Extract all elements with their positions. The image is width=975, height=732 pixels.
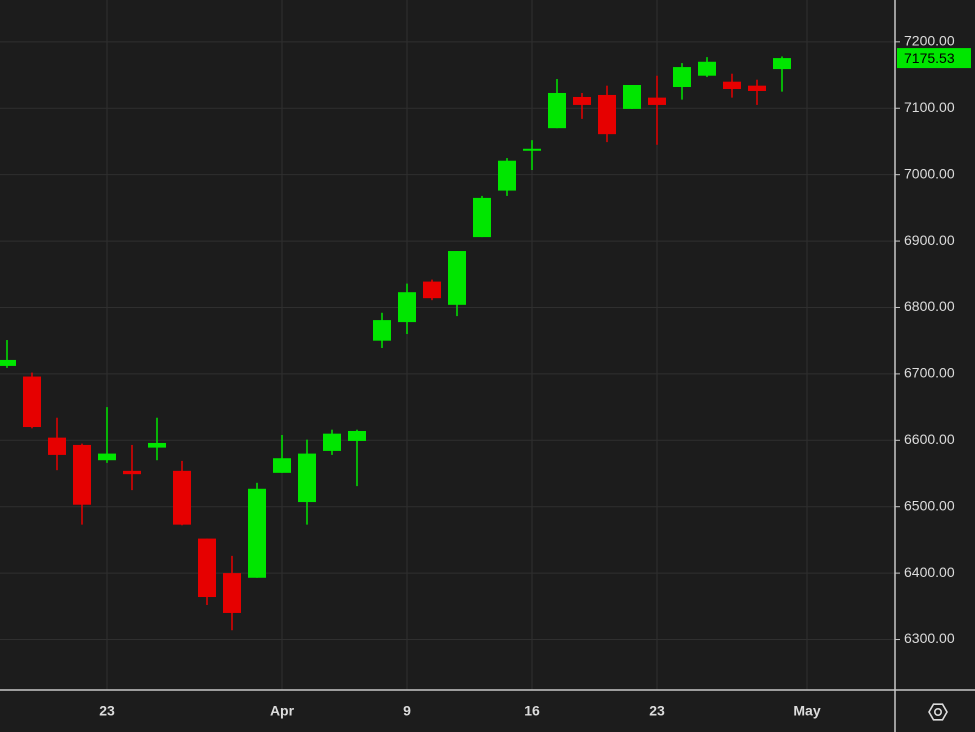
y-tick-label: 7000.00 xyxy=(904,165,955,181)
candle-body xyxy=(48,437,66,455)
y-tick-label: 6600.00 xyxy=(904,431,955,447)
last-price-label: 7175.53 xyxy=(904,50,955,66)
x-tick-label: 23 xyxy=(649,703,665,719)
y-tick-label: 6400.00 xyxy=(904,564,955,580)
x-tick-label: May xyxy=(793,703,820,719)
candle-body xyxy=(73,444,91,505)
candle-body xyxy=(673,67,691,87)
y-tick-label: 6500.00 xyxy=(904,497,955,513)
last-price-tag xyxy=(897,48,971,69)
candle-body xyxy=(23,376,41,428)
y-tick-label: 7200.00 xyxy=(904,33,955,49)
x-tick-label: Apr xyxy=(270,703,295,719)
candle-body xyxy=(698,61,716,76)
candle-body xyxy=(423,281,441,299)
candle-body xyxy=(323,433,341,451)
candle-body xyxy=(523,148,541,151)
candle-body xyxy=(573,96,591,105)
candle-body xyxy=(498,160,516,191)
candle-body xyxy=(398,292,416,323)
candle-body xyxy=(173,470,191,525)
candle-body xyxy=(773,58,791,70)
candle-body xyxy=(223,573,241,613)
candle-body xyxy=(0,359,16,366)
candle-body xyxy=(148,442,166,448)
candle-body xyxy=(298,453,316,503)
candle-body xyxy=(198,538,216,598)
x-tick-label: 16 xyxy=(524,703,540,719)
candle-body xyxy=(348,431,366,441)
candle-body xyxy=(273,458,291,473)
candle-body xyxy=(548,92,566,129)
candle-body xyxy=(98,453,116,461)
candle-body xyxy=(598,94,616,135)
candle-body xyxy=(748,85,766,91)
candle-body xyxy=(473,197,491,238)
grid xyxy=(0,0,895,690)
candle-body xyxy=(248,488,266,578)
candle-body xyxy=(373,320,391,341)
y-tick-label: 6800.00 xyxy=(904,298,955,314)
y-tick-label: 6300.00 xyxy=(904,630,955,646)
y-tick-label: 6700.00 xyxy=(904,365,955,381)
labels: 6300.00 6400.00 6500.00 6600.00 6700.00 6800.… xyxy=(99,33,971,719)
candle-body xyxy=(723,81,741,89)
y-tick-label: 7100.00 xyxy=(904,99,955,115)
x-tick-label: 9 xyxy=(403,703,411,719)
x-tick-label: 23 xyxy=(99,703,115,719)
settings-button[interactable] xyxy=(928,703,948,721)
y-tick-label: 6900.00 xyxy=(904,232,955,248)
candles xyxy=(0,56,791,631)
candle-body xyxy=(623,85,641,109)
candle-body xyxy=(123,470,141,475)
candle-body xyxy=(648,97,666,105)
candle-body xyxy=(448,251,466,305)
